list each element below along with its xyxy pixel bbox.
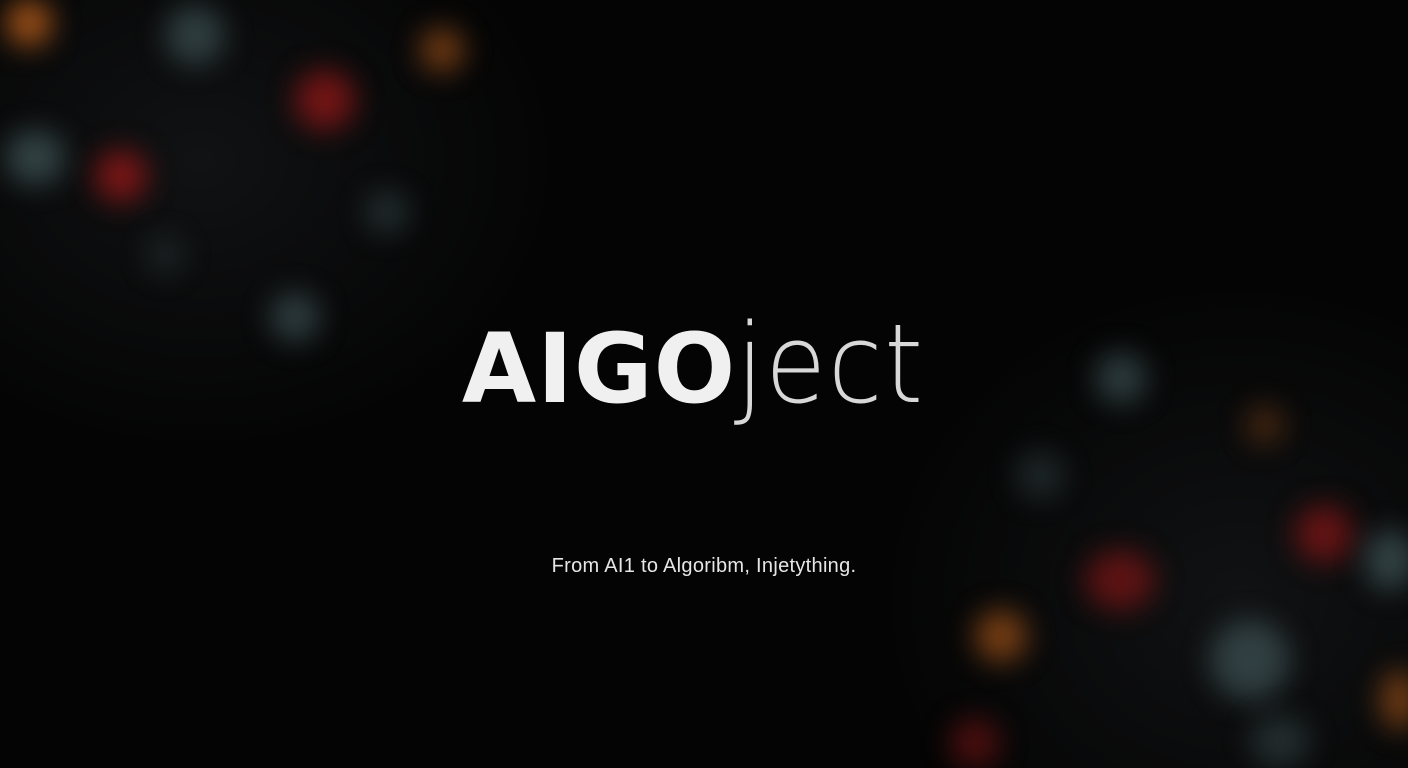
bokeh-light [95,150,147,202]
bokeh-light [975,610,1027,662]
bokeh-light [165,5,225,65]
bokeh-light [365,190,409,234]
bokeh-light [6,0,52,46]
bokeh-light [1380,670,1408,730]
bokeh-light [145,235,185,275]
bokeh-light [295,70,355,130]
logo-light-text: ject [736,300,926,428]
bokeh-light [1015,450,1065,500]
logo-bold-text: AIGO [461,313,737,425]
bokeh-light [5,130,65,185]
bokeh-light [420,28,464,72]
bokeh-light [950,718,1000,768]
bokeh-light [1210,620,1290,700]
bokeh-light [1250,715,1310,768]
brand-logo: AIGOject [0,300,1408,428]
tagline: From AI1 to Algoribm, Injetything. [551,555,857,577]
